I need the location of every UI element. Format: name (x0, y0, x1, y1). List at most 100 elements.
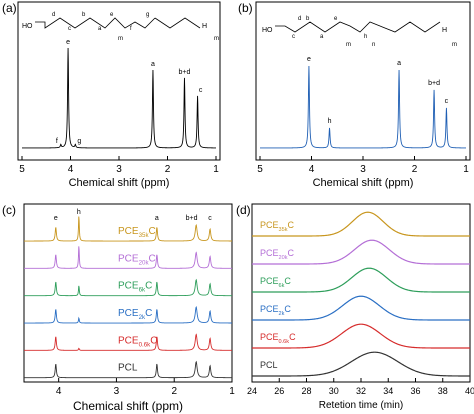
panel-b-struct-letter: h (364, 34, 367, 40)
panel-c-spectrum (24, 306, 232, 324)
panel-b-xlabel: Chemical shift (ppm) (313, 177, 414, 189)
label-main: PCE (118, 253, 139, 264)
panel-b-peak-label: e (307, 56, 311, 63)
panel-c-peak-label: c (208, 215, 212, 222)
panel-a-struct-letter: b (82, 12, 86, 18)
panel-a-peak-label: e (66, 39, 70, 46)
panel-d-series-label: PCE35kC (260, 220, 295, 233)
label-tail: C (288, 220, 295, 230)
panel-c-ticklabel: 1 (229, 386, 235, 397)
panel-d-series-label: PCE6kC (260, 276, 291, 289)
panel-b-struct-letter: e (334, 16, 338, 22)
panel-a-letter: (a) (2, 1, 17, 15)
label-main: PCE (260, 332, 279, 342)
panel-c-peak-label: a (155, 215, 159, 222)
label-sub: 2k (139, 314, 146, 321)
panel-d-ticklabel: 34 (383, 386, 393, 396)
panel-c-spectrum (24, 278, 232, 297)
label-main: PCL (118, 363, 138, 374)
panel-c-letter: (c) (2, 203, 16, 217)
panel-a-ticklabel: 1 (213, 164, 219, 175)
panel-d-curve (252, 211, 470, 237)
panel-d-curve (252, 295, 470, 321)
label-main: PCE (260, 248, 279, 258)
panel-b-spectrum (260, 65, 466, 149)
panel-c-spectrum (24, 246, 232, 269)
panel-a-struct-m1: m (118, 36, 123, 42)
panel-b-struct-m: m (346, 42, 351, 48)
panel-a-struct-letter: e (110, 12, 114, 18)
panel-a-peak-label: f (56, 138, 58, 145)
label-tail: C (145, 308, 152, 319)
label-tail: C (288, 248, 295, 258)
panel-d-ticklabel: 26 (274, 386, 284, 396)
panel-a-struct-letter: c (68, 26, 71, 32)
panel-d-series-label: PCE0.6kC (260, 332, 296, 345)
panel-d-ticklabel: 30 (329, 386, 339, 396)
panel-d-ticklabel: 38 (438, 386, 448, 396)
panel-c-ticklabel: 3 (114, 386, 120, 397)
label-main: PCE (260, 220, 279, 230)
panel-c-peak-label: e (54, 215, 58, 222)
panel-c-spectrum (24, 216, 232, 242)
label-tail: C (284, 276, 291, 286)
panel-b-struct-letter: c (292, 34, 295, 40)
panel-b-peak-label: a (397, 60, 401, 67)
panel-a-struct-h: H (202, 23, 207, 30)
panel-a: (a) 5 4 3 2 1 Chemical shift (ppm) HO Hd c b a e f g m m… (2, 1, 221, 189)
panel-c-series-label: PCE35kC (118, 226, 156, 239)
label-sub: 2k (279, 311, 285, 317)
label-main: PCL (260, 360, 278, 370)
panel-a-ticklabel: 2 (165, 164, 171, 175)
panel-c-series-label: PCE6kC (118, 281, 152, 294)
panel-a-struct-letter: g (146, 12, 149, 18)
label-tail: C (284, 304, 291, 314)
label-main: PCE (118, 281, 139, 292)
panel-d-curve (252, 323, 470, 349)
label-main: PCE (118, 226, 139, 237)
panel-a-struct-letter: a (98, 26, 102, 32)
panel-b-peak-label: b+d (428, 80, 440, 87)
panel-b-peak-label: h (328, 118, 332, 125)
panel-c-series-label: PCE2kC (118, 308, 152, 321)
panel-d-ticklabel: 40 (465, 386, 474, 396)
panel-b-struct-ho: HO (262, 27, 273, 34)
panel-b-letter: (b) (238, 1, 253, 15)
panel-d-ticklabel: 28 (301, 386, 311, 396)
panel-a-ticklabel: 5 (19, 164, 25, 175)
panel-b-struct-chain (275, 21, 441, 33)
panel-a-ticklabel: 3 (116, 164, 122, 175)
panel-a-peak-label: c (199, 87, 203, 94)
panel-a-struct-chain2 (154, 17, 201, 29)
panel-c-spectrum (24, 360, 232, 379)
label-main: PCE (260, 304, 279, 314)
label-sub: 20k (279, 255, 288, 261)
panel-d-series-label: PCE2kC (260, 304, 291, 317)
label-sub: 6k (139, 287, 146, 294)
panel-d-xlabel: Retetion time (min) (319, 400, 403, 411)
label-tail: C (149, 226, 156, 237)
panel-d-ticklabel: 24 (247, 386, 257, 396)
panel-b: (b) 5 4 3 2 1 Chemical shift (ppm) HO Hc b a e d h m n m… (238, 1, 471, 189)
panel-c-series-label: PCE0.6kC (118, 335, 158, 348)
panel-c-ticklabel: 4 (56, 386, 62, 397)
label-sub: 35k (279, 227, 288, 233)
panel-a-struct-m2: m (214, 36, 219, 42)
panel-a-spectrum (22, 47, 217, 149)
panel-c-spectrum (24, 333, 232, 351)
label-sub: 35k (139, 232, 150, 239)
label-main: PCE (118, 308, 139, 319)
panel-b-ticklabel: 1 (463, 164, 469, 175)
panel-d-letter: (d) (236, 203, 251, 217)
label-sub: 0.6k (279, 339, 290, 345)
panel-d-curve (252, 239, 470, 265)
panel-b-ticklabel: 4 (309, 164, 315, 175)
panel-a-struct-chain (35, 17, 156, 29)
panel-c-frame (23, 203, 233, 383)
panel-a-struct-ho: HO (22, 23, 33, 30)
panel-b-struct-n: n (372, 42, 375, 48)
panel-b-ticklabel: 3 (360, 164, 366, 175)
label-tail: C (150, 335, 157, 346)
label-tail: C (289, 332, 296, 342)
